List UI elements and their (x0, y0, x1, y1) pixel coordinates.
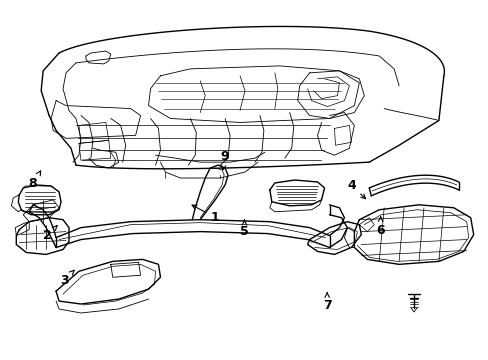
Text: 2: 2 (43, 226, 57, 242)
Text: 9: 9 (220, 150, 229, 170)
Text: 7: 7 (322, 293, 331, 311)
Text: 1: 1 (192, 205, 219, 224)
Text: 6: 6 (376, 217, 384, 237)
Text: 8: 8 (29, 171, 41, 190)
Text: 3: 3 (60, 270, 74, 287)
Text: 5: 5 (240, 220, 248, 238)
Text: 4: 4 (346, 179, 365, 199)
